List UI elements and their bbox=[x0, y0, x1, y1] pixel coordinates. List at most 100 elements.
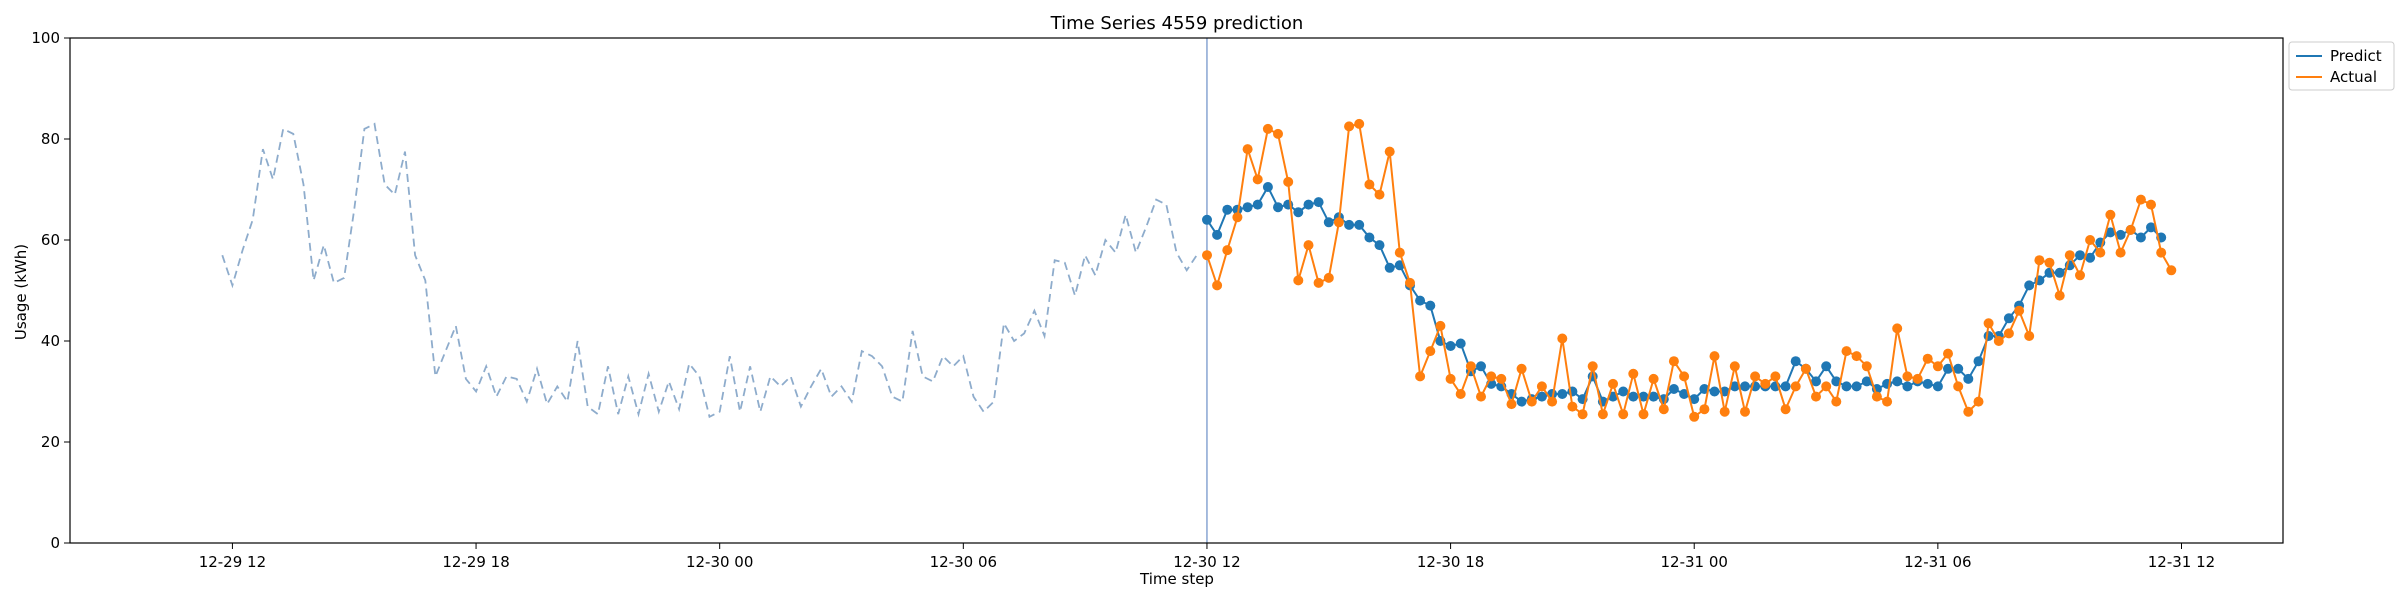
actual-point bbox=[2156, 247, 2167, 258]
actual-point bbox=[1689, 411, 1700, 422]
actual-point bbox=[2003, 328, 2014, 339]
actual-point bbox=[1719, 406, 1730, 417]
actual-point bbox=[2024, 331, 2035, 341]
x-tick-label: 12-29 18 bbox=[442, 553, 509, 571]
actual-point bbox=[1455, 389, 1466, 399]
actual-point bbox=[1780, 404, 1791, 415]
actual-point bbox=[1476, 391, 1486, 402]
actual-point bbox=[1242, 144, 1253, 155]
actual-point bbox=[1577, 409, 1588, 420]
predict-point bbox=[1943, 363, 1953, 374]
actual-point bbox=[1851, 351, 1862, 362]
actual-point bbox=[1374, 189, 1385, 200]
predict-point bbox=[1668, 384, 1679, 394]
predict-point bbox=[1679, 389, 1690, 399]
actual-point bbox=[1709, 351, 1720, 362]
actual-point bbox=[1557, 333, 1568, 344]
actual-series-line bbox=[1206, 122, 2173, 419]
actual-point bbox=[1922, 353, 1933, 364]
legend: Predict Actual bbox=[2288, 41, 2395, 91]
predict-point bbox=[1932, 381, 1943, 392]
actual-point bbox=[1496, 373, 1507, 384]
predict-point bbox=[1425, 300, 1436, 311]
actual-point bbox=[1597, 409, 1608, 420]
actual-point bbox=[1506, 399, 1517, 410]
predict-point bbox=[1953, 363, 1964, 374]
predict-point bbox=[1557, 389, 1568, 399]
chart-title: Time Series 4559 prediction bbox=[1050, 13, 1304, 34]
x-axis-label: Time step bbox=[1139, 570, 1214, 588]
predict-point bbox=[2085, 252, 2096, 263]
actual-point bbox=[1364, 179, 1375, 190]
predict-point bbox=[1293, 207, 1304, 218]
predict-point bbox=[1709, 386, 1720, 397]
actual-point bbox=[1648, 373, 1659, 384]
x-tick-label: 12-30 12 bbox=[1173, 553, 1240, 571]
actual-point bbox=[1699, 404, 1710, 415]
actual-point bbox=[1993, 336, 2004, 346]
x-tick-label: 12-31 00 bbox=[1660, 553, 1727, 571]
predict-point bbox=[2054, 267, 2065, 278]
actual-point bbox=[1821, 381, 1832, 392]
predict-point bbox=[1202, 214, 1212, 225]
predict-point bbox=[1922, 378, 1933, 389]
actual-point bbox=[1973, 396, 1984, 407]
actual-point bbox=[1618, 409, 1629, 420]
actual-point bbox=[1750, 371, 1761, 382]
actual-point bbox=[1232, 212, 1243, 223]
predict-point bbox=[1983, 331, 1994, 341]
predict-point bbox=[1780, 381, 1791, 392]
predict-point bbox=[2003, 313, 2014, 324]
predict-point bbox=[1212, 229, 1223, 240]
actual-point bbox=[2095, 247, 2106, 258]
actual-point bbox=[1283, 176, 1294, 187]
actual-point bbox=[1912, 373, 1923, 384]
actual-point bbox=[1415, 371, 1426, 382]
predict-point bbox=[1354, 219, 1365, 230]
y-tick-label: 0 bbox=[50, 534, 60, 552]
actual-point bbox=[1202, 250, 1212, 261]
plot-frame bbox=[69, 37, 2284, 544]
predict-point bbox=[1364, 232, 1375, 243]
predict-point bbox=[1313, 197, 1324, 208]
predict-point bbox=[1648, 391, 1659, 402]
actual-point bbox=[2014, 305, 2025, 316]
predict-point bbox=[1222, 204, 1233, 215]
actual-point bbox=[1445, 373, 1456, 384]
predict-point bbox=[1811, 376, 1821, 387]
legend-predict-label: Predict bbox=[2330, 47, 2382, 65]
actual-point bbox=[1861, 361, 1872, 372]
predict-point bbox=[1374, 240, 1385, 251]
actual-point bbox=[2044, 257, 2055, 268]
predict-point bbox=[1973, 356, 1984, 367]
actual-point bbox=[1790, 381, 1801, 392]
predict-point bbox=[1384, 262, 1395, 273]
predict-point bbox=[2105, 227, 2116, 238]
predict-point bbox=[1323, 217, 1334, 228]
predict-point bbox=[1790, 356, 1801, 367]
actual-point bbox=[2064, 250, 2075, 261]
actual-point bbox=[1638, 409, 1649, 420]
predict-point bbox=[1303, 199, 1314, 210]
predict-point bbox=[1851, 381, 1862, 392]
predict-point bbox=[2075, 250, 2085, 261]
actual-point bbox=[1425, 346, 1436, 357]
actual-point bbox=[1435, 320, 1446, 331]
actual-point bbox=[1333, 217, 1344, 228]
predict-point bbox=[1455, 338, 1466, 349]
actual-point bbox=[1892, 323, 1903, 334]
actual-point bbox=[1628, 368, 1639, 379]
actual-point bbox=[1871, 391, 1882, 402]
predict-point bbox=[1821, 361, 1832, 372]
actual-point bbox=[1943, 348, 1953, 359]
x-tick-label: 12-30 18 bbox=[1417, 553, 1484, 571]
legend-actual-label: Actual bbox=[2330, 68, 2377, 86]
actual-point bbox=[1567, 401, 1578, 412]
actual-point bbox=[2115, 247, 2126, 258]
actual-point bbox=[1262, 123, 1273, 134]
actual-point bbox=[1293, 275, 1304, 286]
actual-point bbox=[2054, 290, 2065, 301]
x-tick-label: 12-31 12 bbox=[2148, 553, 2215, 571]
predict-point bbox=[1252, 199, 1263, 210]
x-tick-label: 12-30 06 bbox=[930, 553, 997, 571]
